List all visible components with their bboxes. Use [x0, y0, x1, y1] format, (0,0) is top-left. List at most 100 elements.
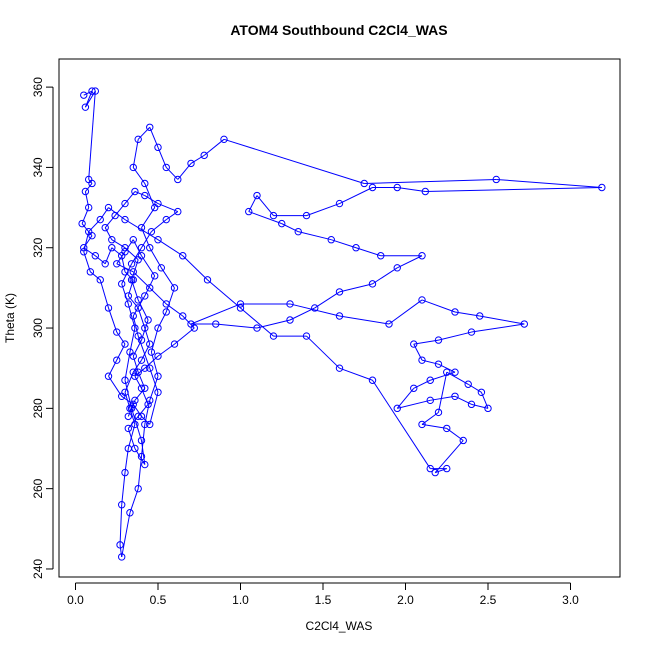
- series-segment: [306, 335, 340, 369]
- data-point: [129, 235, 137, 244]
- data-point: [118, 501, 126, 509]
- data-point: [121, 468, 129, 477]
- data-point: [121, 199, 129, 208]
- data-point: [118, 553, 126, 561]
- data-point: [212, 320, 220, 328]
- data-point: [101, 260, 109, 268]
- data-point: [368, 183, 377, 192]
- series-segment: [88, 91, 96, 180]
- series-segment: [121, 395, 134, 405]
- series-segment: [203, 138, 225, 156]
- data-point: [121, 248, 129, 256]
- series-segment: [165, 167, 179, 180]
- data-point: [88, 87, 96, 95]
- series-segment: [355, 247, 381, 257]
- series-segment: [190, 303, 241, 325]
- series-segment: [438, 372, 448, 413]
- series-segment: [137, 404, 149, 417]
- series-segment: [149, 376, 159, 401]
- series-segment: [372, 379, 431, 469]
- plot-frame: [58, 58, 621, 578]
- data-point: [170, 284, 179, 292]
- series-segment: [124, 352, 131, 381]
- data-point: [131, 187, 139, 196]
- data-point: [360, 179, 368, 188]
- series-segment: [121, 512, 131, 558]
- series-segment: [182, 255, 208, 281]
- data-point: [245, 207, 253, 216]
- data-point: [451, 368, 459, 376]
- series-segment: [108, 307, 118, 333]
- series-segment: [99, 279, 109, 309]
- data-point: [113, 356, 121, 364]
- data-point: [302, 211, 311, 220]
- data-point: [187, 159, 195, 168]
- series-segment: [144, 183, 156, 208]
- data-point: [190, 324, 199, 332]
- series-segment: [81, 223, 93, 236]
- data-point: [141, 364, 149, 372]
- series-segment: [248, 211, 282, 225]
- data-point: [154, 235, 162, 244]
- data-point: [200, 151, 208, 160]
- series-segment: [141, 207, 156, 228]
- series-segment: [479, 315, 525, 325]
- series-segment: [413, 339, 439, 345]
- data-point: [131, 420, 139, 429]
- data-point: [131, 396, 139, 405]
- data-point: [129, 268, 137, 276]
- y-axis-label: Theta (K): [3, 293, 17, 343]
- data-point: [141, 324, 149, 332]
- data-point: [85, 227, 93, 236]
- x-tick-label: 3.0: [562, 593, 579, 607]
- data-point: [147, 227, 156, 236]
- data-point: [294, 227, 302, 236]
- series-segment: [104, 215, 116, 228]
- data-point: [477, 388, 486, 396]
- series-segment: [149, 392, 159, 425]
- data-point: [85, 203, 93, 212]
- series-segment: [396, 387, 415, 409]
- series-segment: [127, 295, 139, 309]
- series-segment: [435, 468, 447, 474]
- data-point: [146, 396, 154, 405]
- series-segment: [124, 219, 159, 241]
- series-segment: [339, 315, 390, 325]
- data-point: [96, 276, 104, 284]
- series-segment: [144, 195, 159, 204]
- series-segment: [397, 255, 423, 269]
- x-axis-label: C2Cl4_WAS: [306, 619, 373, 633]
- series-segment: [111, 247, 123, 257]
- x-tick-label: 1.0: [232, 593, 249, 607]
- series-segment: [114, 203, 126, 216]
- data-point: [116, 541, 124, 549]
- data-point: [278, 219, 286, 228]
- data-point: [467, 328, 476, 336]
- data-point: [131, 324, 139, 332]
- data-point: [352, 244, 360, 252]
- x-tick-label: 0.5: [150, 593, 167, 607]
- series-segment: [132, 359, 142, 373]
- data-point: [124, 412, 133, 421]
- series-segment: [471, 323, 525, 333]
- data-point: [253, 191, 261, 200]
- series-segment: [134, 387, 146, 401]
- series-segment: [425, 186, 602, 193]
- data-point: [418, 420, 426, 429]
- series-segment: [129, 488, 139, 513]
- data-point: [146, 420, 154, 429]
- series-segment: [256, 195, 274, 216]
- data-point: [129, 312, 137, 320]
- y-axis: 240 260 280 300 320 340 360: [31, 77, 54, 579]
- x-tick-label: 1.5: [315, 593, 332, 607]
- series-segment: [165, 211, 179, 221]
- data-point: [144, 400, 152, 409]
- series-segment: [137, 299, 149, 321]
- data-point: [124, 424, 133, 433]
- data-point: [410, 384, 418, 392]
- data-point: [393, 404, 401, 413]
- series-segment: [430, 395, 456, 401]
- data-point: [393, 264, 401, 272]
